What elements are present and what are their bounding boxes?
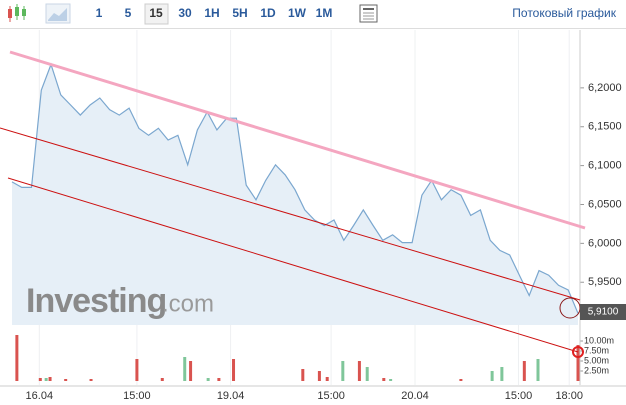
x-tick-label: 15:00 <box>123 390 151 402</box>
y-tick-label: 5,9500 <box>588 276 622 288</box>
volume-bar <box>232 359 236 381</box>
watermark-suffix: .com <box>162 290 214 317</box>
volume-bar <box>317 371 321 381</box>
y-tick-label: 2.50m <box>584 365 609 375</box>
volume-bar <box>341 361 345 381</box>
volume-bar <box>522 361 526 381</box>
interval-button[interactable]: 5H <box>232 6 247 20</box>
volume-bar <box>183 357 187 381</box>
volume-bar <box>217 378 221 381</box>
volume-bar <box>135 359 139 381</box>
interval-button[interactable]: 1 <box>96 6 103 20</box>
plot: 16.04 15:00 19.04 15:00 20.04 15:00 18:00 5,950… <box>0 30 626 402</box>
channel-line <box>7 177 579 353</box>
volume-bar <box>490 371 494 381</box>
layout-icon[interactable] <box>359 4 378 23</box>
volume-bar <box>576 345 580 381</box>
volume-bar <box>44 378 48 381</box>
y-tick-label: 6,2000 <box>588 82 622 94</box>
interval-button[interactable]: 1M <box>316 6 333 20</box>
interval-button[interactable]: 30 <box>178 6 192 20</box>
highlight-circle <box>572 346 584 358</box>
interval-button[interactable]: 5 <box>125 6 132 20</box>
y-tick-label: 10.00m <box>584 335 614 345</box>
volume-bar <box>64 379 68 381</box>
y-tick-label: 6,0000 <box>588 237 622 249</box>
toolbar: Потоковый график <box>0 3 626 29</box>
volume-bar <box>48 377 52 381</box>
volume-bar <box>160 378 164 381</box>
drawings <box>0 50 586 358</box>
x-tick-label: 16.04 <box>26 390 54 402</box>
volume-bar <box>301 369 305 381</box>
volume-bar <box>206 378 210 381</box>
current-price-box <box>580 304 626 320</box>
current-price-label: 5,9100 <box>588 307 619 318</box>
x-tick-label: 18:00 <box>555 390 583 402</box>
y-tick-label: 6,0500 <box>588 198 622 210</box>
watermark-brand: Investing <box>26 282 166 320</box>
y-tick-label: 7.50m <box>584 345 609 355</box>
volume-bar <box>15 335 19 381</box>
volume-bar <box>38 378 42 381</box>
x-tick-label: 20.04 <box>401 390 429 402</box>
x-tick-label: 19.04 <box>217 390 245 402</box>
x-tick-label: 15:00 <box>317 390 345 402</box>
volume-bar <box>357 361 361 381</box>
volume-bar <box>536 359 540 381</box>
y-tick-label: 5.00m <box>584 355 609 365</box>
x-tick-label: 15:00 <box>505 390 533 402</box>
interval-button[interactable]: 1D <box>260 6 276 20</box>
volume-bar <box>189 361 193 381</box>
price-area <box>12 64 578 325</box>
interval-button[interactable]: 1W <box>288 6 307 20</box>
volume-bar <box>389 379 393 381</box>
volume-bar <box>500 367 504 381</box>
interval-button[interactable]: 1H <box>204 6 219 20</box>
volume-bar <box>325 377 329 381</box>
stream-link[interactable]: Потоковый график <box>512 6 616 20</box>
trend-line <box>9 50 586 230</box>
interval-button[interactable]: 15 <box>149 6 163 20</box>
candle-icon[interactable] <box>8 4 26 22</box>
price-line <box>11 62 579 314</box>
volume-bar <box>382 378 386 381</box>
volume-bar <box>365 367 369 381</box>
volume-bar <box>89 379 93 381</box>
channel-line <box>0 127 581 301</box>
volume-bar <box>459 379 463 381</box>
selected-interval-box <box>144 3 169 25</box>
area-icon[interactable] <box>45 3 71 24</box>
y-tick-label: 6,1500 <box>588 121 622 133</box>
y-tick-label: 6,1000 <box>588 160 622 172</box>
